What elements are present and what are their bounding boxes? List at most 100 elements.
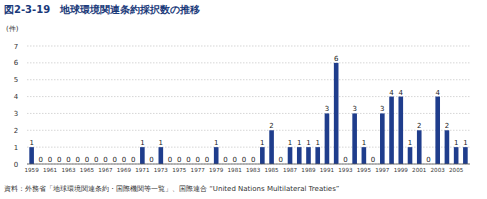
x-tick-label: 1961	[43, 167, 58, 173]
x-tick-label: 1991	[320, 167, 335, 173]
bar	[140, 147, 145, 164]
bar	[408, 147, 413, 164]
data-label: 1	[214, 139, 218, 147]
data-label: 0	[66, 156, 70, 164]
x-tick-label: 1971	[135, 167, 150, 173]
data-label: 2	[445, 122, 449, 130]
data-label: 1	[288, 139, 292, 147]
bar	[306, 147, 311, 164]
x-tick-label: 2005	[449, 167, 464, 173]
data-label: 1	[297, 139, 301, 147]
data-label: 0	[76, 156, 80, 164]
data-label: 3	[352, 105, 356, 113]
x-tick-label: 1997	[375, 167, 390, 173]
y-tick-label: 0	[14, 161, 18, 169]
chart: 図2-3-19 地球環境関連条約採択数の推移(件)012345671000000…	[0, 0, 487, 199]
title: 図2-3-19 地球環境関連条約採択数の推移	[4, 4, 200, 15]
x-tick-label: 1967	[98, 167, 113, 173]
bar	[380, 113, 385, 164]
bar	[297, 147, 302, 164]
data-label: 0	[196, 156, 200, 164]
data-label: 0	[94, 156, 98, 164]
x-tick-label: 1993	[338, 167, 353, 173]
bar	[352, 113, 357, 164]
x-tick-label: 2003	[431, 167, 446, 173]
bar	[315, 147, 320, 164]
grid-line	[27, 113, 470, 114]
x-tick-label: 1985	[264, 167, 279, 173]
x-tick-label: 1989	[301, 167, 316, 173]
x-tick-label: 2001	[412, 167, 427, 173]
data-label: 0	[149, 156, 153, 164]
bar	[29, 147, 34, 164]
x-tick-label: 1977	[191, 167, 206, 173]
grid-line	[27, 130, 470, 131]
data-label: 2	[269, 122, 273, 130]
grid-line	[27, 96, 470, 97]
data-label: 0	[85, 156, 89, 164]
data-label: 6	[334, 55, 339, 63]
data-label: 0	[39, 156, 43, 164]
bar	[269, 130, 274, 164]
bar	[159, 147, 164, 164]
data-label: 0	[223, 156, 227, 164]
grid-line	[27, 62, 470, 63]
bar	[454, 147, 459, 164]
data-label: 1	[362, 139, 366, 147]
bars	[29, 63, 467, 164]
data-label: 0	[426, 156, 430, 164]
x-tick-label: 1981	[228, 167, 243, 173]
data-label: 1	[159, 139, 163, 147]
y-tick-label: 1	[14, 144, 18, 152]
data-label: 0	[371, 156, 375, 164]
data-label: 1	[29, 139, 33, 147]
grid-line	[27, 46, 470, 47]
data-label: 0	[343, 156, 347, 164]
x-tick-label: 1965	[80, 167, 95, 173]
bar	[288, 147, 293, 164]
data-label: 1	[260, 139, 264, 147]
bar	[334, 63, 339, 164]
data-label: 4	[389, 89, 394, 97]
data-label: 1	[463, 139, 467, 147]
data-label: 1	[315, 139, 319, 147]
bar	[435, 97, 440, 164]
data-label: 0	[186, 156, 190, 164]
data-label: 0	[251, 156, 255, 164]
data-label: 0	[122, 156, 126, 164]
y-tick-label: 5	[14, 76, 18, 84]
data-label: 0	[232, 156, 236, 164]
data-label: 3	[325, 105, 329, 113]
data-label: 4	[399, 89, 404, 97]
data-label: 0	[177, 156, 181, 164]
source: 資料：外務省「地球環境関連条約・国際機関等一覧」、国際連合 “United Na…	[4, 185, 339, 193]
data-label: 2	[417, 122, 421, 130]
x-tick-label: 1995	[357, 167, 372, 173]
bar	[389, 97, 394, 164]
bar	[445, 130, 450, 164]
x-tick-label: 1959	[24, 167, 39, 173]
x-tick-label: 1969	[117, 167, 132, 173]
data-label: 0	[57, 156, 61, 164]
x-tick-label: 1999	[394, 167, 409, 173]
data-label: 4	[435, 89, 440, 97]
y-tick-label: 3	[14, 110, 18, 118]
bar	[362, 147, 367, 164]
x-tick-label: 1963	[61, 167, 76, 173]
y-axis-label: (件)	[6, 25, 19, 33]
y-tick-label: 4	[14, 93, 19, 101]
grid-line	[27, 147, 470, 148]
x-tick-label: 1973	[154, 167, 169, 173]
data-label: 0	[48, 156, 52, 164]
data-label: 0	[103, 156, 107, 164]
data-label: 1	[306, 139, 310, 147]
data-label: 0	[112, 156, 116, 164]
grid-line	[27, 79, 470, 80]
data-label: 0	[131, 156, 135, 164]
bar	[417, 130, 422, 164]
bar	[463, 147, 468, 164]
data-label: 3	[380, 105, 384, 113]
y-tick-label: 7	[14, 43, 18, 51]
data-label: 1	[454, 139, 458, 147]
y-tick-label: 2	[14, 127, 18, 135]
